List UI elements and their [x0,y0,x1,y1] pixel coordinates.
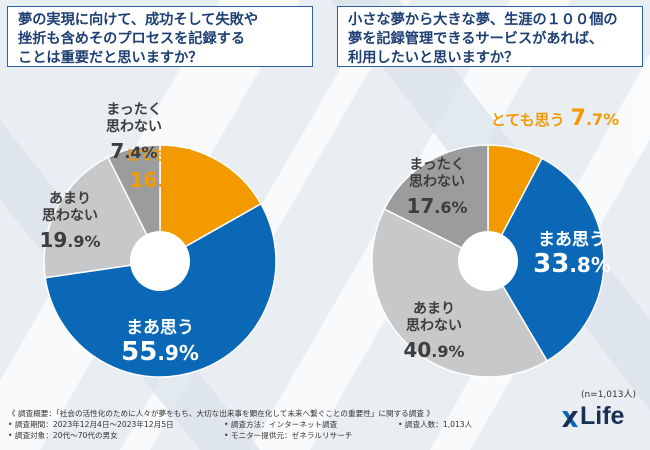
chart1-label-not-at-all-name: まったく 思わない [106,102,162,135]
survey-period: • 調査期間：2023年12月4日〜2023年12月5日 [8,420,174,429]
chart2-slice-not-much [371,207,549,378]
chart1-label-not-much-value: 19.9% [39,228,101,252]
survey-count: • 調査人数：1,013人 [398,420,473,429]
chart1-label-not-much: あまり 思わない 19.9% [39,191,100,252]
logo-text: Life [580,402,625,430]
chart2-label-very: とても思う 7.7% [491,108,619,130]
donut-chart-2-svg [371,144,605,378]
survey-method: • 調査方法：インターネット調査 [224,420,338,429]
question-2-line-3: 利用したいと思いますか？ [348,50,519,66]
donut-chart-2: とても思う 7.7% まあ思う 33.8% あまり 思わない 40.9% まったく 思わな… [325,86,645,386]
chart1-label-not-at-all: まったく 思わない 7.4% [106,102,162,163]
brand-logo: Life [560,402,644,440]
question-box-2: 小さな夢から大きな夢、生涯の１００個の 夢を記録管理できるサービスがあれば、 利… [337,6,643,67]
chart1-slice-not-at-all [106,144,161,262]
chart1-slice-not-much [43,156,162,279]
chart2-label-not-at-all: まったく 思わない 17.6% [406,157,467,218]
chart2-label-not-at-all-value: 17.6% [406,194,468,218]
sample-size: (n=1,013人) [580,390,636,400]
chart1-label-very: とても思う 16.8% [126,148,195,192]
chart1-label-very-value: 16.8% [129,168,191,192]
chart2-label-somewhat: まあ思う 33.8% [533,230,611,279]
survey-target: • 調査対象：20代〜70代の男女 [8,431,118,440]
survey-footer: 《 調査概要：「社会の活性化のために人々が夢をもち、大切な出来事を顕在化して未来… [8,408,548,441]
question-1-line-3: ことは重要だと思いますか？ [18,50,203,66]
chart1-label-not-much-name: あまり 思わない [42,191,98,224]
chart2-label-not-much: あまり 思わない 40.9% [403,301,464,362]
question-2-line-1: 小さな夢から大きな夢、生涯の１００個の [348,12,618,28]
chart2-center-hole [458,231,518,291]
chart1-label-somewhat-value: 55.9% [121,337,199,367]
chart1-label-very-name: とても思う [125,148,195,164]
donut-chart-1: とても思う 16.8% まあ思う 55.9% あまり 思わない 19.9% まったく 思わ… [0,86,320,386]
chart2-label-not-much-name: あまり 思わない [406,301,462,334]
question-2-line-2: 夢を記録管理できるサービスがあれば、 [348,31,604,47]
chart2-label-very-name: とても思う [490,111,565,129]
chart2-slice-somewhat [487,157,605,362]
chart2-slice-not-at-all [383,144,489,263]
chart1-center-hole [130,231,190,291]
survey-provider: • モニター提供元：ゼネラルリサーチ [224,431,353,440]
donut-chart-1-svg [43,144,277,378]
question-1-line-2: 挫折も含めそのプロセスを記録する [18,31,246,47]
question-1-line-1: 夢の実現に向けて、成功そして失敗や [18,12,259,28]
chart1-label-somewhat-name: まあ思う [126,318,194,338]
x-mark-icon [562,411,578,427]
chart2-label-very-value: 7.7% [570,106,620,131]
question-box-1: 夢の実現に向けて、成功そして失敗や 挫折も含めそのプロセスを記録する ことは重要… [7,6,313,67]
chart2-label-not-at-all-name: まったく 思わない [409,157,465,190]
chart2-label-not-much-value: 40.9% [403,338,465,362]
chart2-label-somewhat-value: 33.8% [533,249,611,279]
chart1-slice-very [159,144,262,263]
survey-overview: 《 調査概要：「社会の活性化のために人々が夢をもち、大切な出来事を顕在化して未来… [8,409,434,418]
chart2-label-somewhat-name: まあ思う [538,230,606,250]
chart1-label-somewhat: まあ思う 55.9% [121,318,199,367]
chart1-label-not-at-all-value: 7.4% [110,139,158,163]
